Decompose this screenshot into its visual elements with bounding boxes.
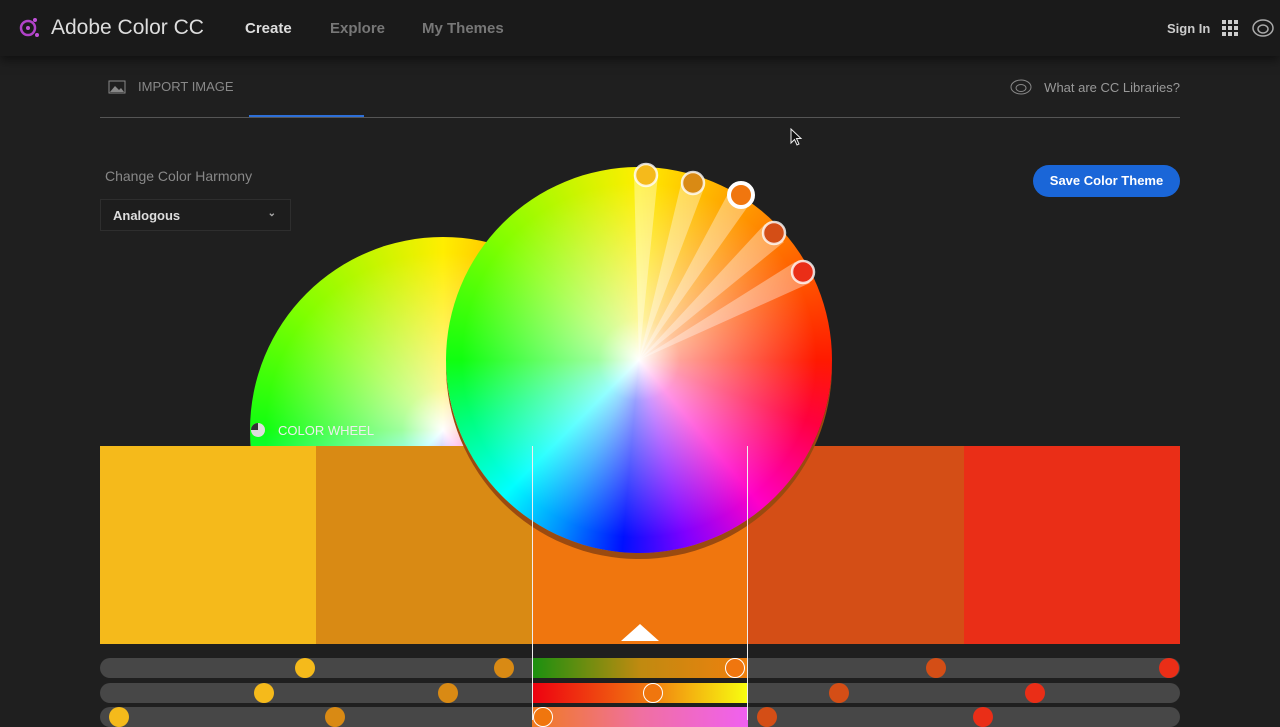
slider-knob[interactable] bbox=[295, 658, 316, 678]
harmony-value: Analogous bbox=[113, 208, 181, 223]
top-bar: Adobe Color CC Create Explore My Themes … bbox=[0, 0, 1280, 56]
handle-ray bbox=[639, 262, 810, 360]
handle-ray bbox=[639, 188, 751, 360]
wheel-handle[interactable] bbox=[761, 220, 787, 246]
slider-knob[interactable] bbox=[828, 683, 849, 703]
color-swatch[interactable] bbox=[100, 446, 316, 644]
slider-knob[interactable] bbox=[1159, 658, 1180, 678]
chevron-down-icon: ⌄ bbox=[267, 208, 276, 219]
cc-libraries-link[interactable]: What are CC Libraries? bbox=[1010, 79, 1180, 95]
tab-import-label: IMPORT IMAGE bbox=[138, 79, 234, 94]
creative-cloud-icon[interactable] bbox=[1252, 18, 1274, 38]
tab-import-image[interactable]: IMPORT IMAGE bbox=[108, 79, 234, 94]
harmony-dropdown[interactable]: Analogous ⌄ bbox=[100, 199, 291, 231]
wheel-handle[interactable] bbox=[790, 259, 816, 285]
color-slider-row bbox=[100, 707, 1180, 727]
active-slider-track[interactable] bbox=[532, 658, 748, 678]
cc-libraries-label: What are CC Libraries? bbox=[1044, 79, 1180, 95]
image-icon bbox=[108, 80, 126, 93]
wheel-handle-selected[interactable] bbox=[727, 181, 755, 209]
nav-explore[interactable]: Explore bbox=[330, 20, 386, 37]
slider-knob[interactable] bbox=[642, 683, 663, 703]
handle-ray bbox=[639, 180, 704, 360]
tab-color-wheel-label: COLOR WHEEL bbox=[278, 422, 375, 438]
active-slider-track[interactable] bbox=[532, 707, 748, 727]
slider-knob[interactable] bbox=[254, 683, 275, 703]
slider-knob[interactable] bbox=[925, 658, 946, 678]
slider-knob[interactable] bbox=[493, 658, 514, 678]
slider-knob[interactable] bbox=[725, 658, 746, 678]
color-slider-row bbox=[100, 683, 1180, 703]
slider-knob[interactable] bbox=[1025, 683, 1046, 703]
sign-in-link[interactable]: Sign In bbox=[1167, 21, 1211, 36]
nav-create[interactable]: Create bbox=[245, 20, 292, 37]
nav-my-themes[interactable]: My Themes bbox=[422, 20, 504, 37]
save-color-theme-button[interactable]: Save Color Theme bbox=[1033, 165, 1180, 197]
slider-knob[interactable] bbox=[109, 707, 130, 727]
selected-swatch-indicator bbox=[621, 624, 659, 641]
color-swatch[interactable] bbox=[964, 446, 1180, 644]
mouse-cursor-icon bbox=[790, 128, 803, 146]
handle-ray bbox=[639, 224, 784, 360]
harmony-label: Change Color Harmony bbox=[105, 168, 253, 184]
wheel-handle[interactable] bbox=[680, 170, 706, 196]
wheel-handle[interactable] bbox=[633, 162, 659, 188]
color-slider-row bbox=[100, 658, 1180, 678]
apps-grid-icon[interactable] bbox=[1222, 20, 1238, 36]
slider-knob[interactable] bbox=[325, 707, 346, 727]
active-slider-track[interactable] bbox=[532, 683, 748, 703]
adobe-color-logo-icon bbox=[19, 18, 39, 37]
slider-knob[interactable] bbox=[437, 683, 458, 703]
active-tab-indicator bbox=[249, 115, 364, 117]
creative-cloud-icon bbox=[1010, 79, 1032, 95]
color-wheel-icon bbox=[251, 423, 265, 437]
slider-knob[interactable] bbox=[532, 707, 553, 727]
slider-knob[interactable] bbox=[973, 707, 994, 727]
brand-title[interactable]: Adobe Color CC bbox=[51, 16, 204, 39]
slider-knob[interactable] bbox=[757, 707, 778, 727]
handle-ray bbox=[634, 175, 658, 360]
